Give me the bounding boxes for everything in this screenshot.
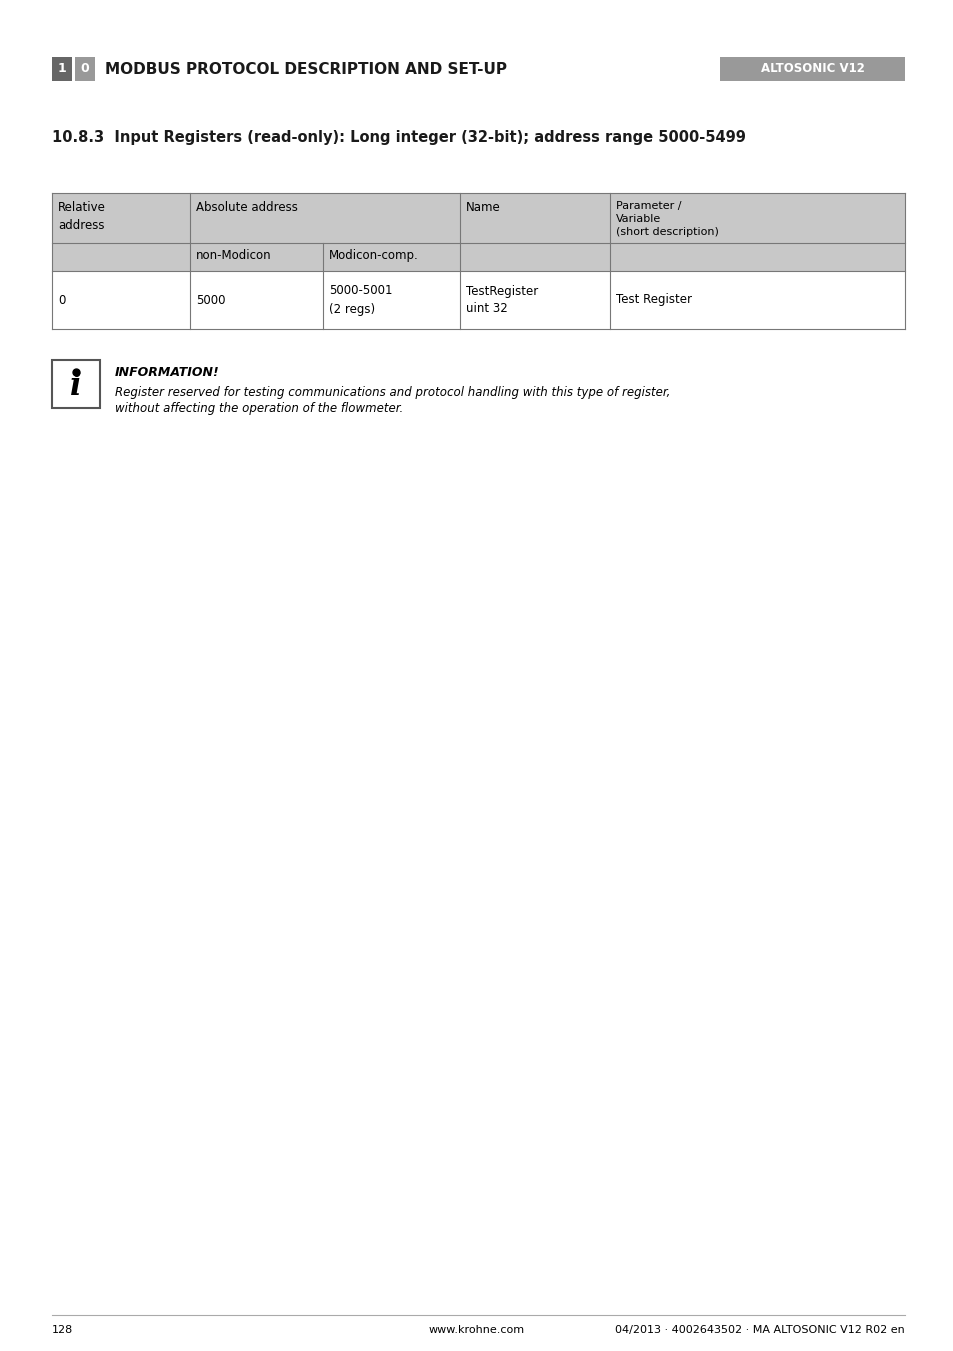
Text: without affecting the operation of the flowmeter.: without affecting the operation of the f… (115, 403, 403, 415)
Bar (75, 57, 95, 81)
Text: 5000: 5000 (195, 293, 225, 307)
Text: 5000-5001
(2 regs): 5000-5001 (2 regs) (329, 285, 392, 316)
Text: 04/2013 · 4002643502 · MA ALTOSONIC V12 R02 en: 04/2013 · 4002643502 · MA ALTOSONIC V12 … (615, 1325, 904, 1335)
Text: www.krohne.com: www.krohne.com (429, 1325, 524, 1335)
Text: Test Register: Test Register (616, 293, 691, 307)
Text: i: i (71, 372, 82, 401)
Text: 1: 1 (57, 62, 67, 76)
Bar (52, 57, 71, 81)
Bar (52, 272, 904, 330)
Text: Relative
address: Relative address (58, 201, 106, 232)
Text: ALTOSONIC V12: ALTOSONIC V12 (760, 62, 863, 76)
Text: Name: Name (465, 201, 500, 213)
Bar (720, 57, 904, 81)
Text: 128: 128 (52, 1325, 73, 1335)
Text: 10.8.3  Input Registers (read-only): Long integer (32-bit); address range 5000-5: 10.8.3 Input Registers (read-only): Long… (52, 130, 745, 145)
Text: Modicon-comp.: Modicon-comp. (329, 249, 418, 262)
Text: TestRegister
uint 32: TestRegister uint 32 (465, 285, 537, 316)
Text: 0: 0 (58, 293, 66, 307)
Text: 0: 0 (81, 62, 90, 76)
Bar (52, 193, 904, 243)
Text: MODBUS PROTOCOL DESCRIPTION AND SET-UP: MODBUS PROTOCOL DESCRIPTION AND SET-UP (105, 62, 506, 77)
Text: Absolute address: Absolute address (195, 201, 297, 213)
Text: INFORMATION!: INFORMATION! (115, 366, 219, 378)
Bar (52, 359, 100, 408)
Bar (52, 243, 904, 272)
Text: Parameter /
Variable
(short description): Parameter / Variable (short description) (616, 201, 719, 238)
Text: non-Modicon: non-Modicon (195, 249, 272, 262)
Text: Register reserved for testing communications and protocol handling with this typ: Register reserved for testing communicat… (115, 386, 670, 399)
